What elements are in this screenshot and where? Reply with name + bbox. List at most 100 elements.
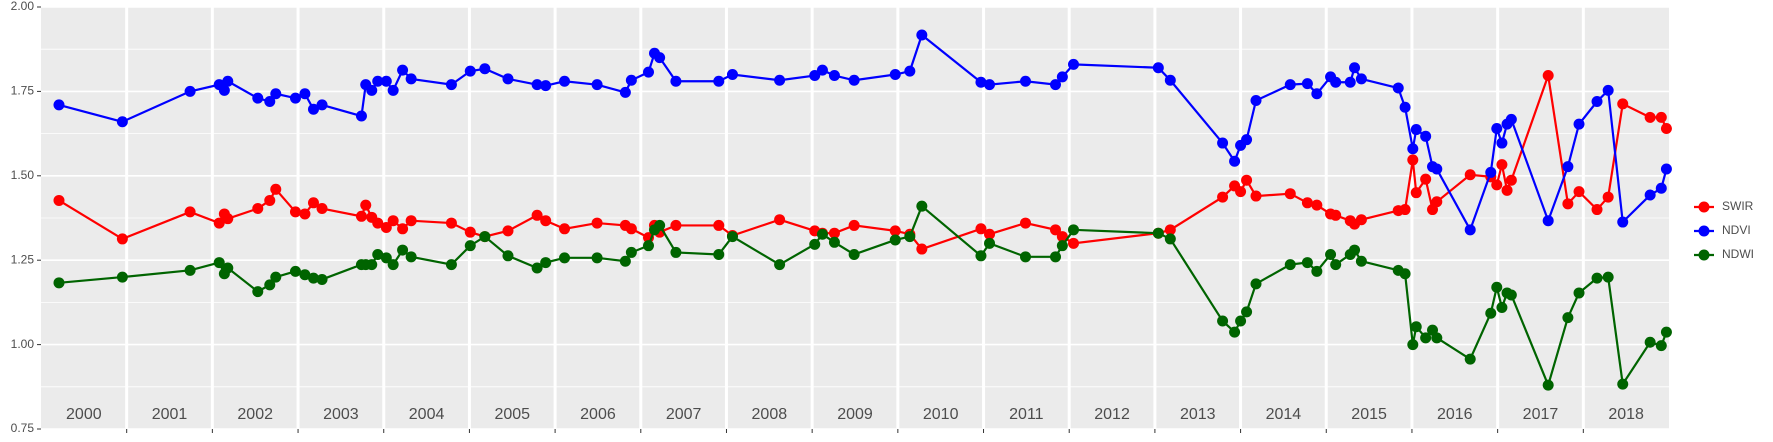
point bbox=[1420, 173, 1432, 185]
point bbox=[1644, 189, 1656, 201]
point bbox=[984, 228, 996, 240]
y-tick-label: 1.25 bbox=[11, 252, 35, 266]
point bbox=[380, 221, 392, 233]
point bbox=[264, 194, 276, 206]
point bbox=[372, 217, 384, 229]
year-label: 2013 bbox=[1180, 406, 1216, 423]
point bbox=[1311, 199, 1323, 211]
point bbox=[213, 217, 225, 229]
point bbox=[591, 217, 603, 229]
point bbox=[405, 73, 417, 85]
point bbox=[252, 92, 264, 104]
year-label: 2017 bbox=[1523, 406, 1559, 423]
point bbox=[1056, 231, 1068, 243]
point bbox=[1602, 271, 1614, 283]
point bbox=[387, 84, 399, 96]
legend-point bbox=[1698, 249, 1710, 261]
point bbox=[502, 225, 514, 237]
point bbox=[397, 244, 409, 256]
point bbox=[1644, 111, 1656, 123]
point bbox=[1542, 70, 1554, 82]
point bbox=[380, 252, 392, 264]
series bbox=[53, 200, 1672, 391]
point bbox=[116, 271, 128, 283]
year-label: 2011 bbox=[1009, 406, 1044, 423]
legend-label: NDWI bbox=[1722, 247, 1754, 261]
point bbox=[1229, 326, 1241, 338]
point bbox=[1660, 326, 1672, 338]
y-tick-label: 0.75 bbox=[11, 421, 35, 435]
point bbox=[289, 92, 301, 104]
point bbox=[713, 219, 725, 231]
point bbox=[1491, 179, 1503, 191]
point bbox=[1250, 278, 1262, 290]
point bbox=[531, 79, 543, 91]
point bbox=[372, 248, 384, 260]
year-label: 2006 bbox=[580, 406, 616, 423]
point bbox=[1660, 163, 1672, 175]
point bbox=[848, 74, 860, 86]
point bbox=[316, 99, 328, 111]
year-label: 2008 bbox=[752, 406, 788, 423]
point bbox=[1496, 137, 1508, 149]
point bbox=[625, 74, 637, 86]
point bbox=[916, 29, 928, 41]
point bbox=[670, 246, 682, 258]
point bbox=[1562, 161, 1574, 173]
point bbox=[809, 70, 821, 82]
point bbox=[222, 262, 234, 274]
point bbox=[1355, 73, 1367, 85]
point bbox=[1485, 307, 1497, 319]
point bbox=[464, 240, 476, 252]
point bbox=[464, 226, 476, 238]
point bbox=[1152, 62, 1164, 74]
point bbox=[1330, 209, 1342, 221]
year-label: 2005 bbox=[494, 406, 530, 423]
point bbox=[1067, 237, 1079, 249]
y-tick-label: 1.00 bbox=[11, 337, 35, 351]
point bbox=[1542, 379, 1554, 391]
point bbox=[904, 231, 916, 243]
point bbox=[889, 234, 901, 246]
point bbox=[252, 286, 264, 298]
year-label: 2004 bbox=[409, 406, 445, 423]
point bbox=[1217, 315, 1229, 327]
point bbox=[1617, 98, 1629, 110]
point bbox=[643, 66, 655, 78]
point bbox=[1050, 251, 1062, 263]
legend-label: NDVI bbox=[1722, 223, 1751, 237]
point bbox=[1573, 118, 1585, 130]
point bbox=[445, 259, 457, 271]
point bbox=[1164, 233, 1176, 245]
point bbox=[975, 223, 987, 235]
point bbox=[355, 210, 367, 222]
year-label: 2012 bbox=[1094, 406, 1130, 423]
point bbox=[670, 219, 682, 231]
point bbox=[464, 65, 476, 77]
point bbox=[252, 203, 264, 215]
point bbox=[1311, 265, 1323, 277]
point bbox=[366, 84, 378, 96]
point bbox=[1464, 224, 1476, 236]
point bbox=[360, 199, 372, 211]
point bbox=[1301, 257, 1313, 269]
point bbox=[1591, 272, 1603, 284]
point bbox=[828, 227, 840, 239]
point bbox=[184, 85, 196, 97]
point bbox=[1241, 174, 1253, 186]
point bbox=[479, 231, 491, 243]
point bbox=[397, 223, 409, 235]
point bbox=[1501, 184, 1513, 196]
year-label: 2018 bbox=[1608, 406, 1644, 423]
point bbox=[1407, 154, 1419, 166]
point bbox=[619, 255, 631, 267]
point bbox=[1420, 332, 1432, 344]
point bbox=[1229, 155, 1241, 167]
point bbox=[619, 86, 631, 98]
point bbox=[1431, 332, 1443, 344]
point bbox=[1655, 111, 1667, 123]
point bbox=[540, 215, 552, 227]
point bbox=[1644, 336, 1656, 348]
point bbox=[975, 76, 987, 88]
